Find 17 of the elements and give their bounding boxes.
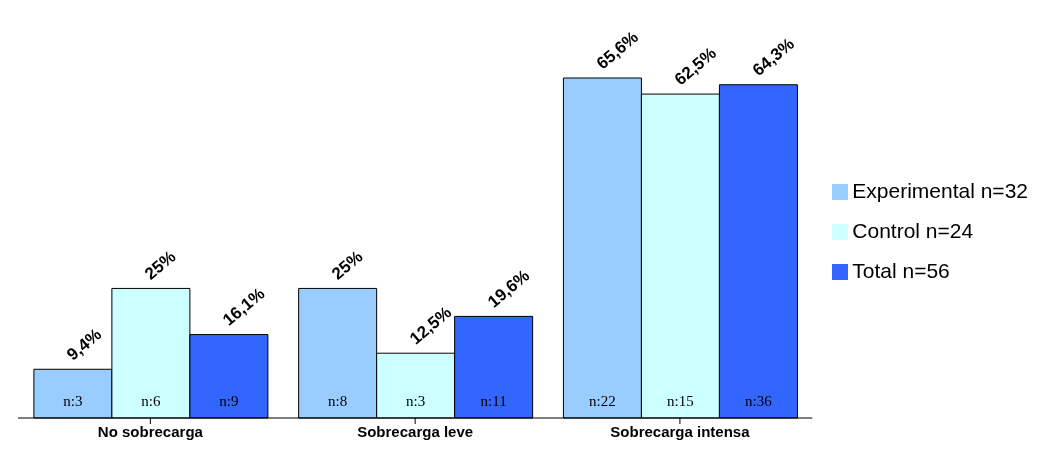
annotation: n:15: [667, 393, 694, 409]
legend-label: Total n=56: [852, 258, 950, 282]
annotation: n:11: [480, 393, 507, 409]
x-tick-label: No sobrecarga: [97, 422, 204, 440]
x-tick-label: Sobrecarga intensa: [610, 422, 751, 440]
annotation: n:3: [406, 393, 426, 409]
x-tick-label: Sobrecarga leve: [357, 422, 474, 440]
annotation: n:22: [589, 393, 616, 409]
annotation: n:8: [328, 393, 348, 409]
annotation: n:9: [219, 393, 239, 409]
data-label: 25%: [141, 247, 180, 284]
legend-label: Experimental n=32: [852, 178, 1028, 202]
annotation: n:3: [63, 393, 83, 409]
legend-label: Control n=24: [852, 218, 974, 242]
annotation: n:36: [745, 393, 773, 409]
data-label: 25%: [328, 247, 367, 284]
annotation: n:6: [141, 393, 161, 409]
